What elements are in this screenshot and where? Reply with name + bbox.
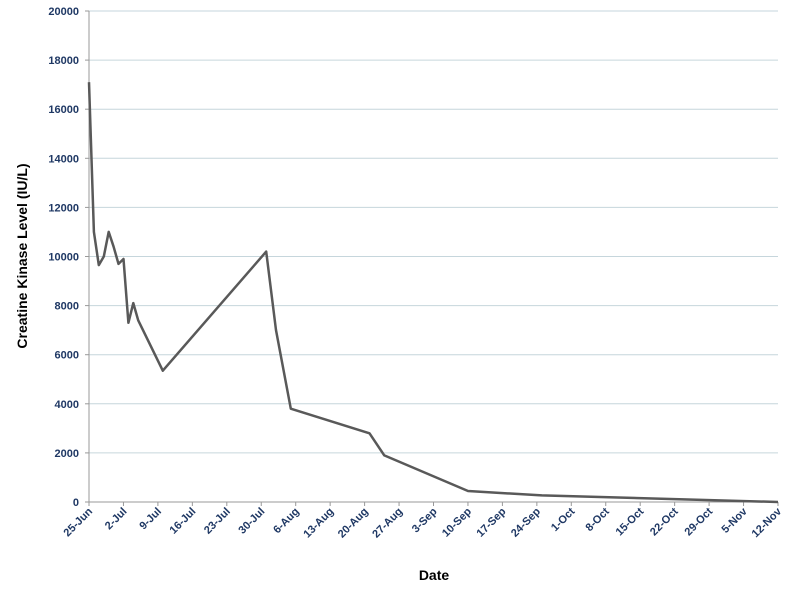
x-tick-label: 10-Sep <box>440 505 474 539</box>
x-tick-label: 9-Jul <box>137 506 164 533</box>
y-tick-label: 20000 <box>48 6 79 18</box>
y-tick-labels: 0 2000 4000 6000 8000 10000 12000 14000 16000 180… <box>48 6 89 509</box>
y-tick-label: 14000 <box>48 153 79 165</box>
series-line <box>87 82 779 504</box>
x-tick-label: 3-Sep <box>410 505 440 535</box>
y-tick-label: 12000 <box>48 202 79 214</box>
x-tick-label: 25-Jun <box>62 505 96 539</box>
x-tick-labels: 25-Jun 2-Jul 9-Jul 16-Jul 23-Jul 30-Jul 6-Aug 1… <box>62 502 785 540</box>
y-tick-label: 6000 <box>55 350 79 362</box>
y-axis-title: Creatine Kinase Level (IU/L) <box>14 163 30 348</box>
x-tick-label: 8-Oct <box>583 505 612 534</box>
x-tick-label: 23-Jul <box>202 506 233 537</box>
y-tick-label: 2000 <box>55 448 79 460</box>
y-tick-label: 8000 <box>55 301 79 313</box>
x-tick-label: 15-Oct <box>614 505 647 538</box>
x-tick-label: 29-Oct <box>683 505 716 538</box>
x-axis-title: Date <box>419 567 450 583</box>
x-tick-label: 13-Aug <box>301 506 336 541</box>
y-tick-label: 16000 <box>48 104 79 116</box>
x-tick-label: 16-Jul <box>168 506 199 537</box>
x-tick-label: 5-Nov <box>720 505 751 536</box>
x-tick-label: 1-Oct <box>549 505 578 534</box>
gridlines <box>89 10 778 454</box>
x-tick-label: 30-Jul <box>236 506 267 537</box>
x-tick-label: 27-Aug <box>370 506 405 541</box>
x-tick-label: 17-Sep <box>475 505 509 539</box>
x-tick-label: 20-Aug <box>336 506 371 541</box>
x-tick-label: 12-Nov <box>750 505 785 540</box>
series-layer <box>87 82 779 504</box>
y-tick-label: 0 <box>73 497 79 509</box>
x-tick-label: 2-Jul <box>103 506 130 533</box>
y-tick-label: 4000 <box>55 399 79 411</box>
x-tick-label: 22-Oct <box>648 505 681 538</box>
x-tick-label: 6-Aug <box>271 506 302 537</box>
y-tick-label: 18000 <box>48 55 79 67</box>
x-tick-label: 24-Sep <box>509 505 543 539</box>
y-tick-label: 10000 <box>48 252 79 264</box>
